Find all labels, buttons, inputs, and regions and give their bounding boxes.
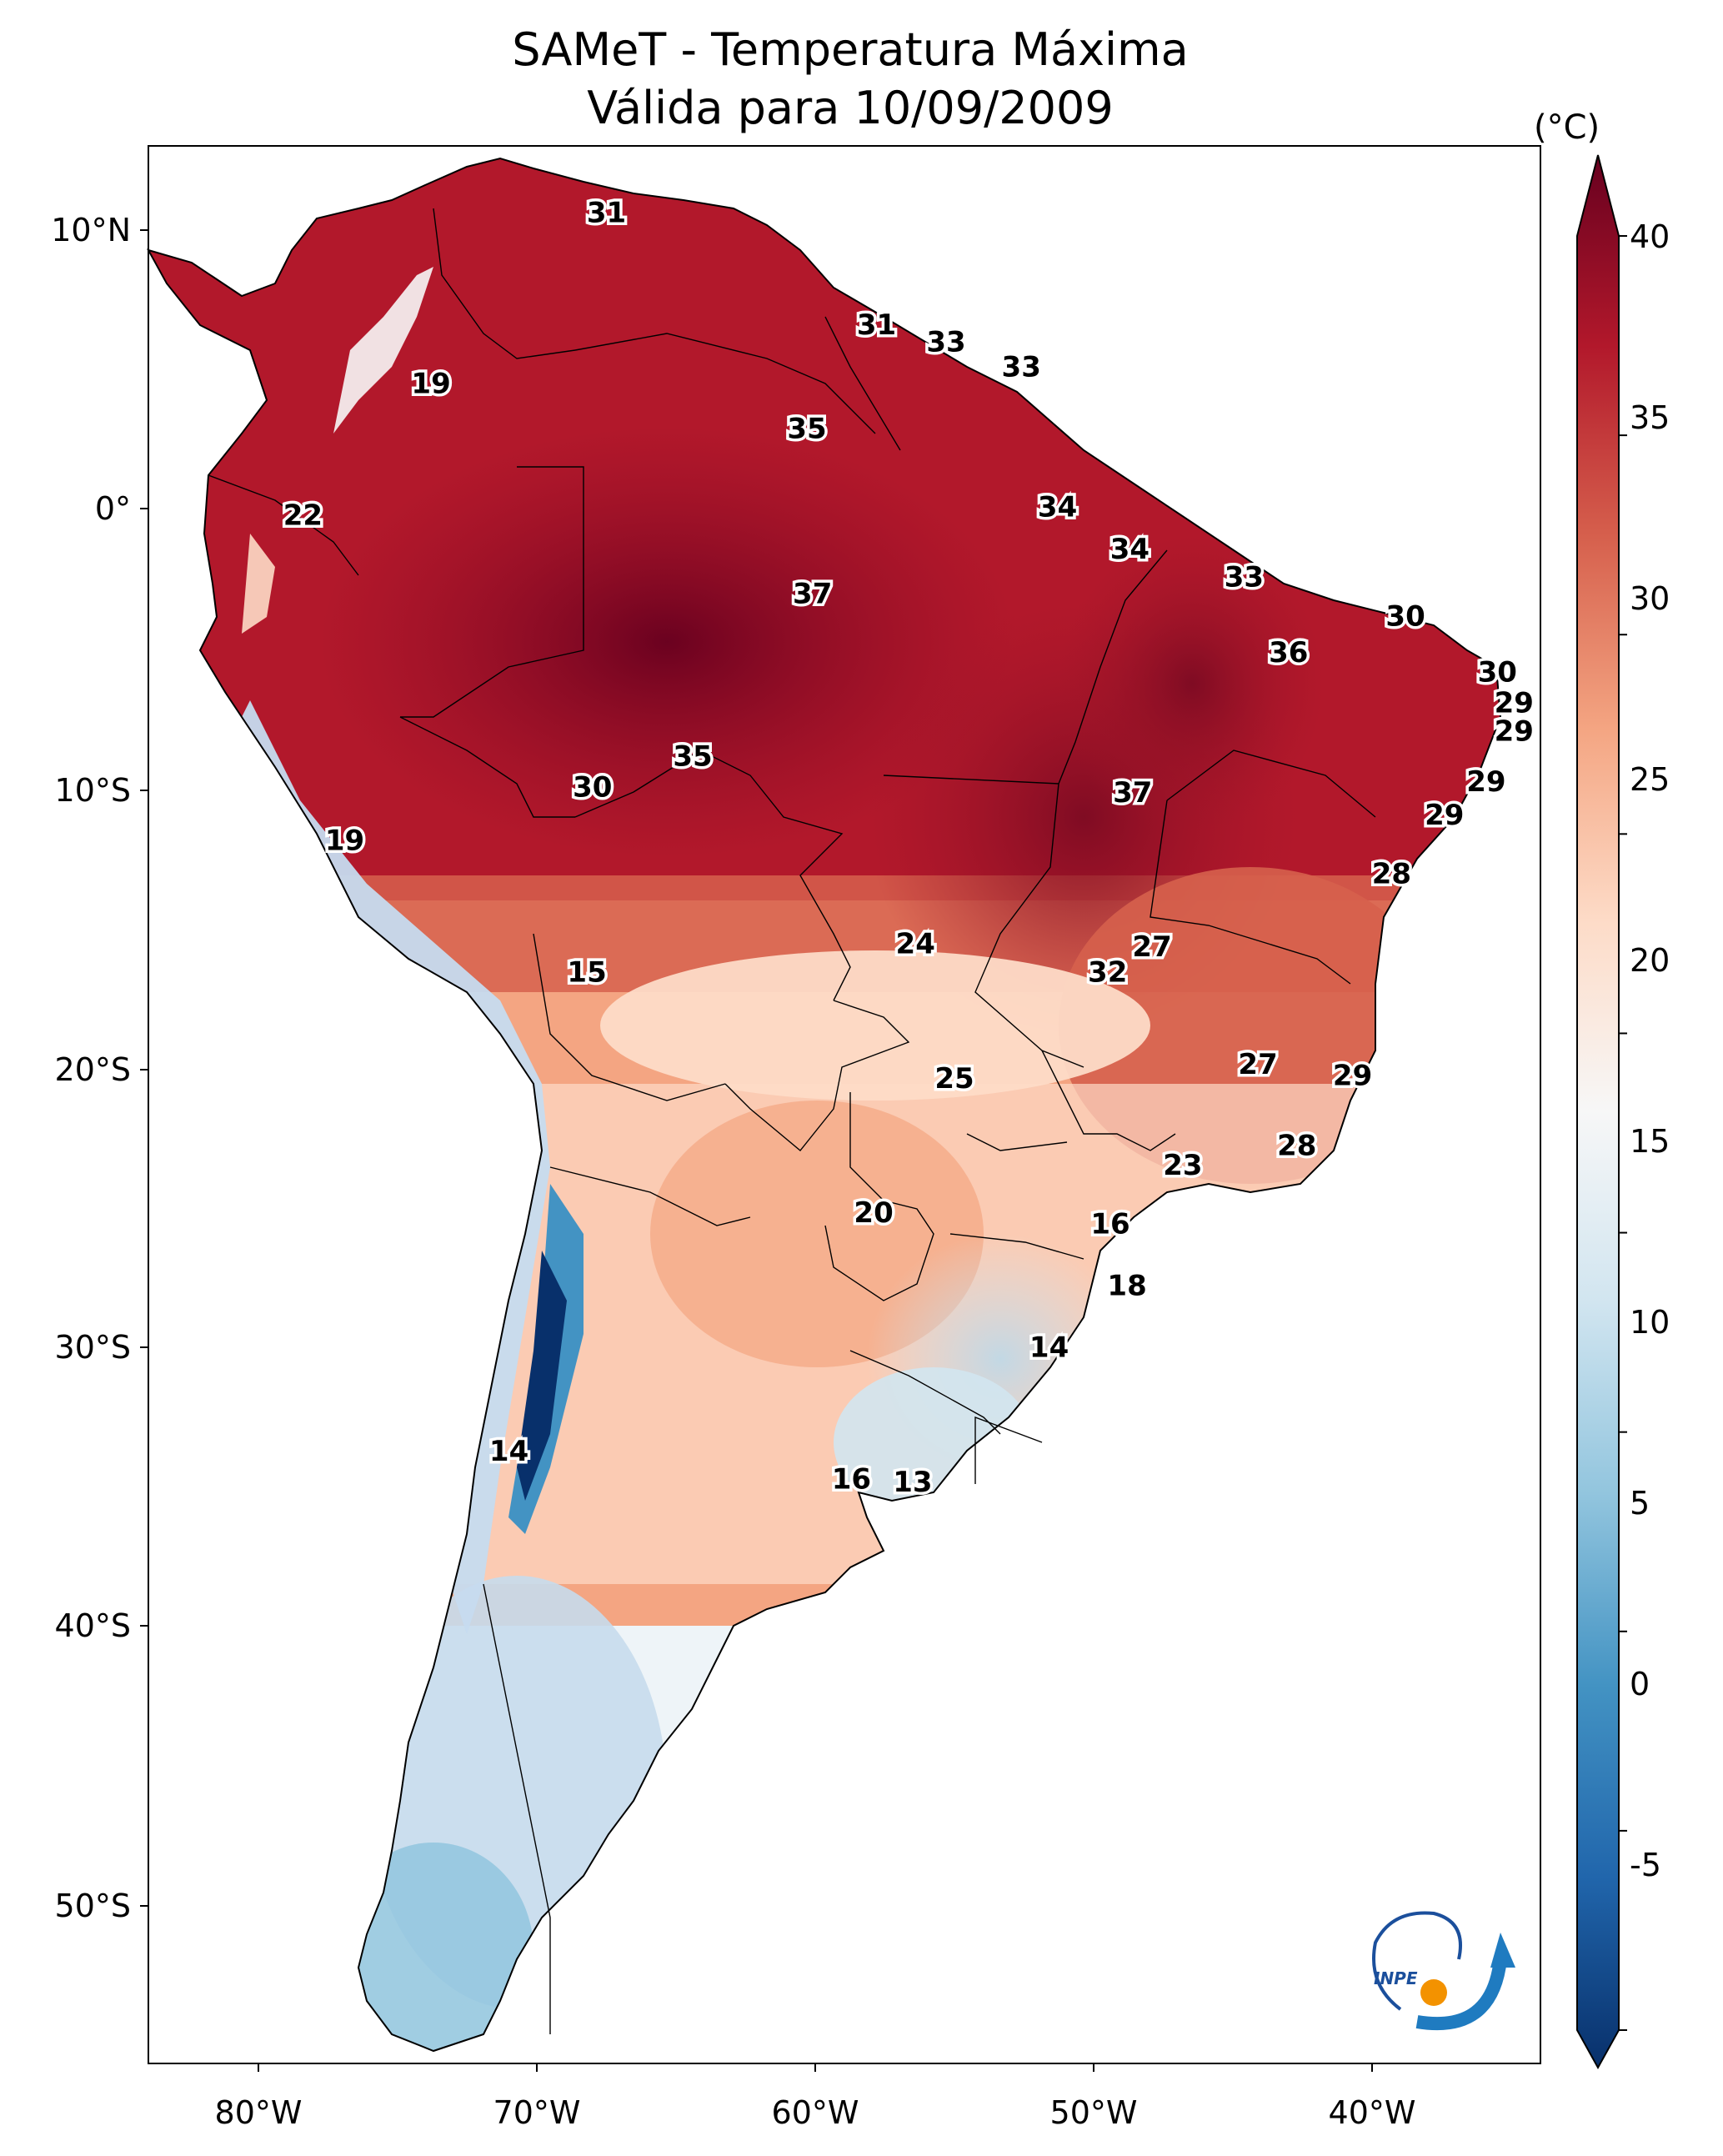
temperature-label: 30 bbox=[573, 771, 612, 805]
temperature-label: 24 bbox=[896, 928, 935, 961]
lat-label-40s: 40°S bbox=[54, 1607, 131, 1644]
temperature-label: 20 bbox=[854, 1196, 893, 1230]
temperature-label: 29 bbox=[1425, 799, 1464, 832]
colorbar-tick-label: 5 bbox=[1630, 1485, 1650, 1522]
temperature-label: 19 bbox=[411, 368, 450, 401]
temperature-label: 15 bbox=[567, 955, 606, 989]
temperature-label: 31 bbox=[857, 308, 896, 342]
temperature-label: 35 bbox=[673, 740, 712, 774]
swoosh-arrow-icon bbox=[1415, 1958, 1507, 2031]
colorbar-ticks bbox=[1619, 235, 1627, 2031]
temperature-label: 33 bbox=[926, 325, 965, 358]
temperature-label: 30 bbox=[1385, 600, 1425, 634]
map-title-line-1: SAMeT - Temperatura Máxima bbox=[512, 23, 1189, 76]
temperature-label: 16 bbox=[1090, 1208, 1129, 1241]
temperature-label: 19 bbox=[325, 824, 364, 857]
temperature-label: 35 bbox=[787, 412, 826, 445]
temperature-label: 23 bbox=[1163, 1149, 1202, 1182]
lat-label-20s: 20°S bbox=[54, 1051, 131, 1088]
colorbar-tick-label: 20 bbox=[1630, 942, 1670, 979]
lon-label-50w: 50°W bbox=[1049, 2094, 1138, 2131]
temperature-label: 22 bbox=[283, 499, 323, 533]
axis-ticks bbox=[140, 229, 1373, 2072]
colorbar-tick-label: 35 bbox=[1630, 399, 1670, 436]
orange-dot-icon bbox=[1420, 1979, 1447, 2006]
lon-label-70w: 70°W bbox=[493, 2094, 581, 2131]
temperature-label: 13 bbox=[893, 1466, 932, 1499]
temperature-label: 37 bbox=[1113, 776, 1152, 810]
lat-label-0: 0° bbox=[94, 490, 131, 527]
temperature-label: 29 bbox=[1466, 765, 1505, 799]
colorbar-tick-label: 10 bbox=[1630, 1304, 1670, 1341]
temperature-label: 29 bbox=[1495, 687, 1534, 720]
temperature-label: 16 bbox=[832, 1462, 871, 1496]
colorbar-tick-label: 30 bbox=[1630, 580, 1670, 617]
lon-label-60w: 60°W bbox=[771, 2094, 859, 2131]
temperature-label: 30 bbox=[1478, 656, 1517, 689]
temperature-label: 31 bbox=[587, 197, 626, 230]
colorbar-tick-label: 0 bbox=[1630, 1666, 1650, 1702]
map-title-line-2: Válida para 10/09/2009 bbox=[587, 82, 1114, 134]
temperature-label: 36 bbox=[1269, 636, 1308, 669]
temperature-label: 29 bbox=[1495, 714, 1534, 748]
logo-text: INPE bbox=[1374, 1968, 1418, 1988]
temperature-label: 28 bbox=[1372, 858, 1411, 891]
lat-label-30s: 30°S bbox=[54, 1329, 131, 1366]
colorbar-tick-label: 25 bbox=[1630, 761, 1670, 798]
inpe-logo: INPE bbox=[1372, 1911, 1515, 2031]
temperature-label: 28 bbox=[1277, 1130, 1316, 1163]
temperature-label: 27 bbox=[1238, 1048, 1277, 1081]
temperature-label: 25 bbox=[934, 1062, 974, 1096]
temperature-label: 33 bbox=[1002, 351, 1041, 384]
temperature-label: 14 bbox=[489, 1435, 528, 1468]
lat-label-10s: 10°S bbox=[54, 772, 131, 809]
country-borders bbox=[208, 208, 1376, 2034]
lat-label-50s: 50°S bbox=[54, 1888, 131, 1924]
lon-label-40w: 40°W bbox=[1328, 2094, 1416, 2131]
temperature-label: 34 bbox=[1038, 491, 1077, 524]
temperature-label: 32 bbox=[1088, 955, 1127, 989]
colorbar-bar bbox=[1576, 154, 1620, 2070]
temperature-label: 14 bbox=[1029, 1331, 1069, 1365]
colorbar-tick-label: -5 bbox=[1630, 1847, 1661, 1883]
lat-label-10n: 10°N bbox=[51, 212, 131, 248]
temperature-label: 37 bbox=[793, 578, 832, 611]
temperature-label: 29 bbox=[1333, 1060, 1372, 1093]
colorbar bbox=[1576, 154, 1627, 2070]
temperature-label: 18 bbox=[1107, 1270, 1146, 1303]
temperature-label: 34 bbox=[1110, 533, 1150, 566]
lon-label-80w: 80°W bbox=[214, 2094, 303, 2131]
colorbar-unit: (°C) bbox=[1534, 108, 1600, 147]
temperature-label: 27 bbox=[1132, 930, 1171, 964]
colorbar-tick-label: 15 bbox=[1630, 1123, 1670, 1160]
temperature-label: 33 bbox=[1225, 561, 1264, 594]
colorbar-tick-label: 40 bbox=[1630, 218, 1670, 255]
